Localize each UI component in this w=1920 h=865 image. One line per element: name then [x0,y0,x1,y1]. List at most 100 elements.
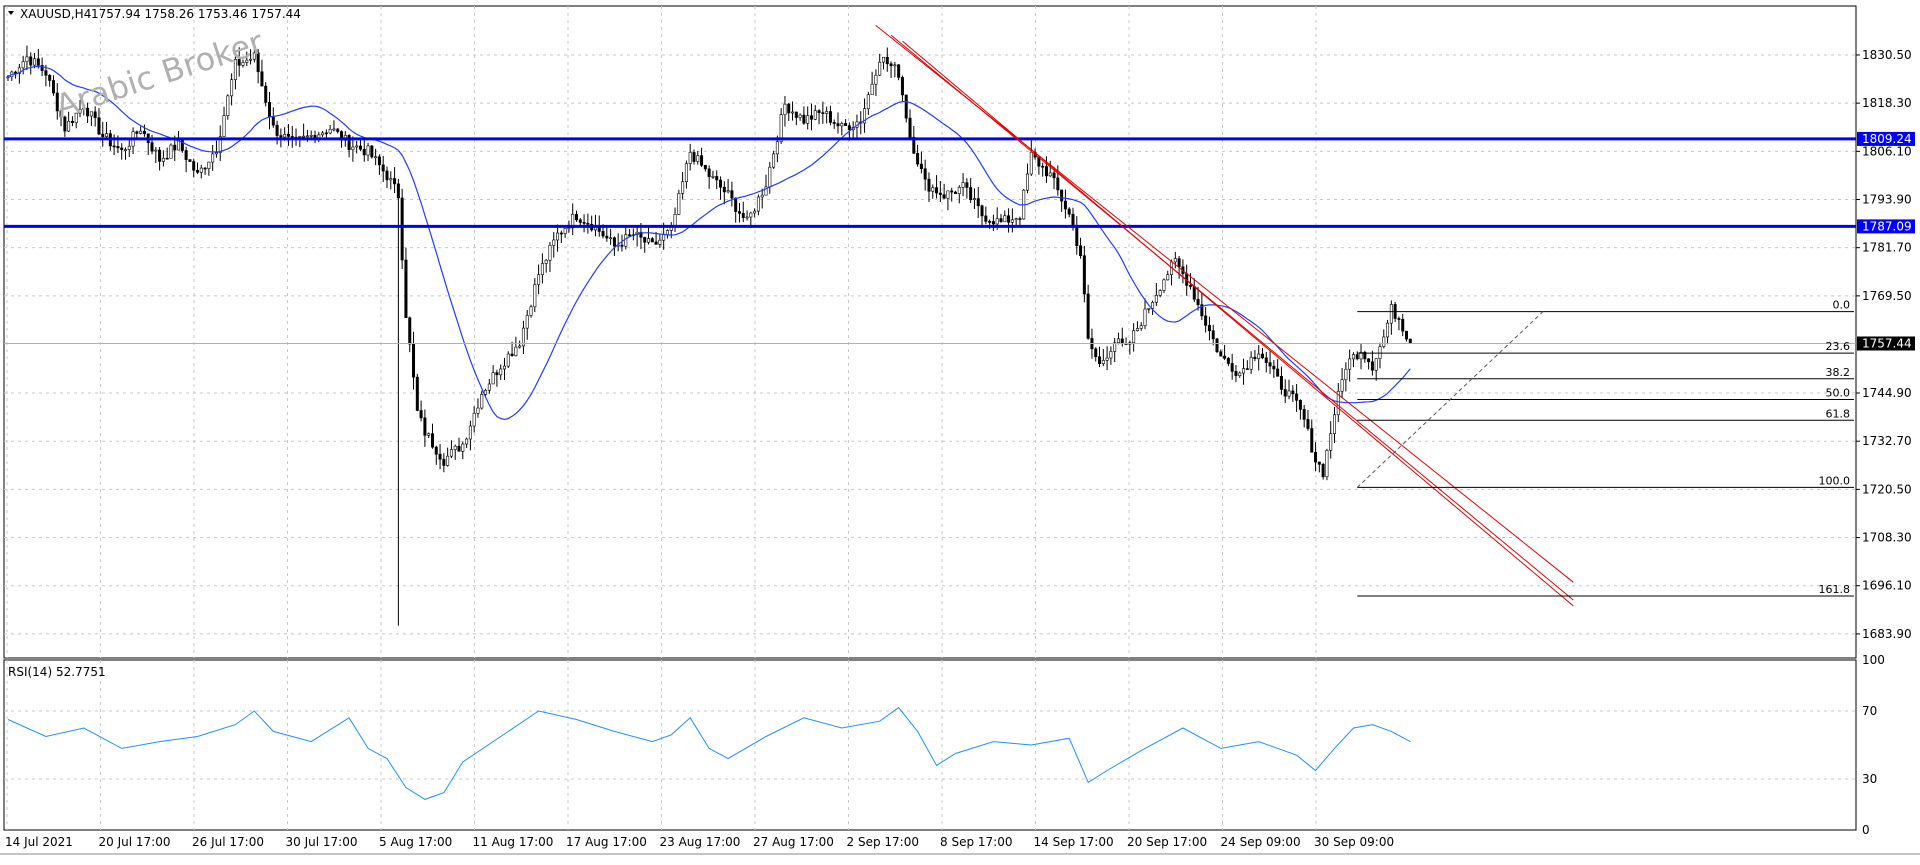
candle-body [643,236,647,243]
candle-body [787,103,791,114]
candle-body [912,136,916,154]
candle-body [703,164,707,170]
candle-body [260,71,264,87]
candle-body [67,120,71,132]
candle-body [97,117,101,135]
candle-body [1264,357,1268,363]
candle-body [935,187,939,194]
candle-body [271,116,275,126]
candle-body [21,61,25,69]
candle-body [116,146,120,149]
candle-body [605,235,609,239]
candle-body [1382,336,1386,347]
dropdown-triangle-icon[interactable] [8,11,14,15]
candle-body [412,343,416,378]
candle-body [665,230,669,235]
candle-body [772,153,776,168]
candle-body [601,231,605,237]
candle-body [1211,330,1215,340]
candle-body [707,168,711,178]
candle-body [438,453,442,460]
x-tick-label: 30 Jul 17:00 [286,835,358,849]
candle-body [1272,365,1276,370]
candle-body [840,123,844,127]
candle-body [1279,376,1283,390]
candle-body [813,110,817,120]
candle-body [324,132,328,135]
candle-body [1154,295,1158,303]
candle-body [775,141,779,155]
candle-body [268,102,272,118]
candle-body [1295,393,1299,401]
candle-body [931,187,935,192]
level-price-tag [1857,219,1915,234]
level-price-text: 1809.24 [1862,132,1912,146]
candle-body [961,182,965,188]
candle-body [434,446,438,455]
rsi-tick-label: 70 [1862,704,1877,718]
level-price-text: 1787.09 [1862,219,1912,233]
candle-body [821,112,825,114]
candle-body [199,167,203,173]
candle-body [44,70,48,76]
candle-body [328,128,332,134]
candle-body [1238,372,1242,376]
candle-body [518,345,522,348]
candle-body [1333,414,1337,434]
candle-body [836,123,840,127]
candle-body [673,214,677,227]
candle-body [188,159,192,162]
candle-body [245,59,249,63]
candle-body [1321,464,1325,478]
candle-body [1067,208,1071,215]
candle-body [942,194,946,199]
candle-body [1253,356,1257,359]
candle-body [1113,342,1117,352]
candle-body [677,193,681,215]
y-tick-label: 1696.10 [1862,579,1912,593]
candle-body [988,221,992,223]
candle-body [1257,353,1261,359]
candle-body [1204,315,1208,326]
candle-body [1196,298,1200,305]
candle-body [1132,330,1136,343]
candle-body [150,142,154,152]
x-tick-label: 30 Sep 09:00 [1314,835,1394,849]
candle-body [1260,353,1264,359]
candle-body [1386,322,1390,338]
candle-body [1166,274,1170,281]
y-tick-label: 1744.90 [1862,386,1912,400]
candle-body [415,376,419,411]
candle-body [976,198,980,207]
candle-body [1367,358,1371,363]
candle-body [662,234,666,241]
candle-body [696,155,700,162]
candle-body [82,107,86,110]
candle-body [211,153,215,163]
candle-body [446,455,450,466]
candle-body [1052,172,1056,179]
candle-body [737,211,741,214]
candle-body [552,239,556,246]
candle-body [556,232,560,241]
candle-body [828,111,832,123]
candle-body [995,218,999,225]
candle-body [919,163,923,170]
candle-body [582,222,586,224]
symbol-timeframe: XAUUSD,H4 [20,7,91,21]
candle-body [1317,461,1321,465]
candle-body [730,190,734,199]
candle-body [442,458,446,466]
candle-body [1079,245,1083,257]
candle-body [1109,351,1113,359]
candle-body [866,94,870,109]
candle-body [1018,218,1022,220]
candle-body [127,145,131,150]
candle-body [1287,390,1291,397]
candle-body [112,145,116,148]
candle-body [1177,258,1181,268]
candle-body [1135,328,1139,331]
candle-body [957,187,961,194]
candle-body [302,135,306,138]
